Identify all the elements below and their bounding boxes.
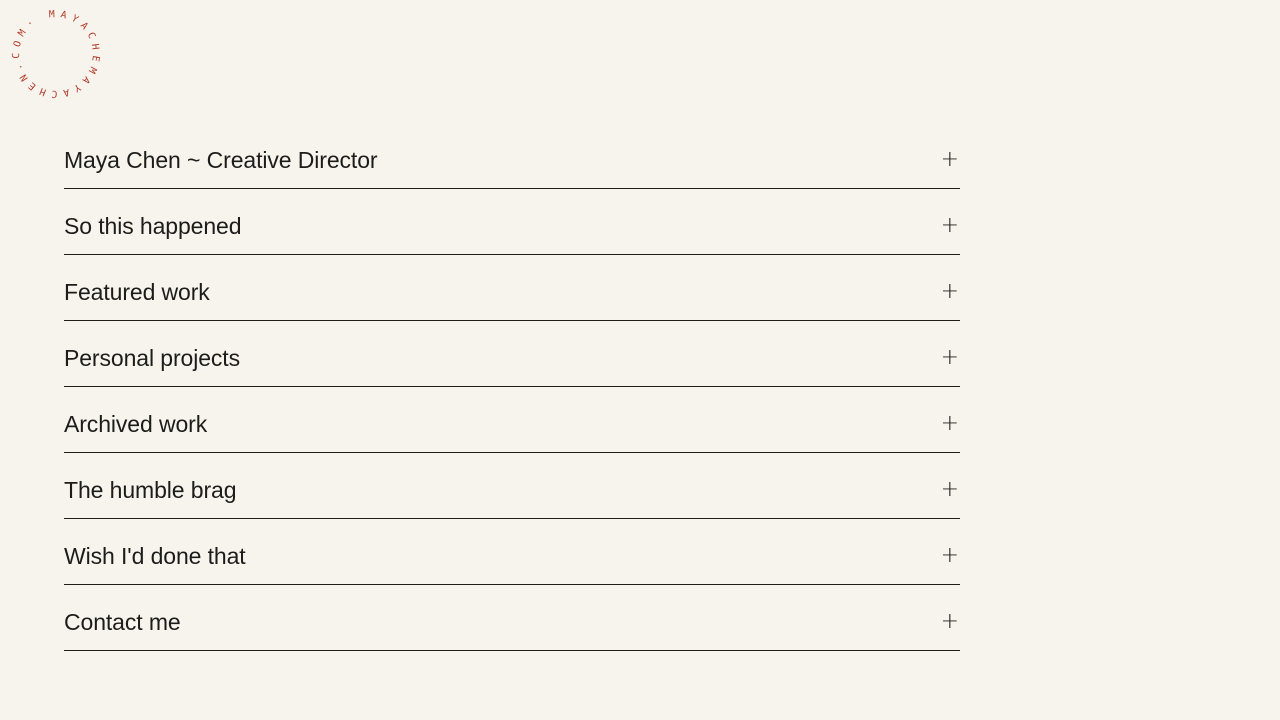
accordion-item-label: Contact me <box>64 609 181 635</box>
plus-icon[interactable]: + <box>940 147 959 172</box>
plus-icon[interactable]: + <box>940 213 959 238</box>
accordion-menu: Maya Chen ~ Creative Director + So this … <box>64 123 960 651</box>
site-logo[interactable]: · MAYACHEMAYACHEN.COM <box>11 9 101 99</box>
accordion-item-label: Wish I'd done that <box>64 543 246 569</box>
accordion-item-the-humble-brag[interactable]: The humble brag + <box>64 453 960 519</box>
plus-icon[interactable]: + <box>940 345 959 370</box>
accordion-item-label: The humble brag <box>64 477 237 503</box>
plus-icon[interactable]: + <box>940 411 959 436</box>
accordion-item-label: Featured work <box>64 279 210 305</box>
accordion-item-contact-me[interactable]: Contact me + <box>64 585 960 651</box>
accordion-item-label: Personal projects <box>64 345 240 371</box>
accordion-item-archived-work[interactable]: Archived work + <box>64 387 960 453</box>
accordion-item-featured-work[interactable]: Featured work + <box>64 255 960 321</box>
accordion-item-label: Maya Chen ~ Creative Director <box>64 147 378 173</box>
plus-icon[interactable]: + <box>940 477 959 502</box>
accordion-item-so-this-happened[interactable]: So this happened + <box>64 189 960 255</box>
logo-circular-text-holder: · MAYACHEMAYACHEN.COM <box>11 9 101 99</box>
accordion-item-label: Archived work <box>64 411 208 437</box>
accordion-item-wish-id-done-that[interactable]: Wish I'd done that + <box>64 519 960 585</box>
accordion-item-personal-projects[interactable]: Personal projects + <box>64 321 960 387</box>
logo-circular-text: · MAYACHEMAYACHEN.COM <box>11 9 96 99</box>
accordion-item-intro[interactable]: Maya Chen ~ Creative Director + <box>64 123 960 189</box>
plus-icon[interactable]: + <box>940 609 959 634</box>
accordion-item-label: So this happened <box>64 213 242 239</box>
plus-icon[interactable]: + <box>940 279 959 304</box>
plus-icon[interactable]: + <box>940 543 959 568</box>
